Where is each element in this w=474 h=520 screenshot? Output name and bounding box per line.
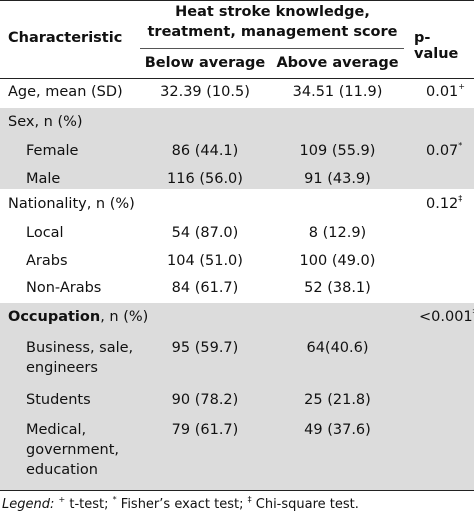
- row-label-occupation: Occupation, n (%): [8, 309, 149, 325]
- row-label-business-line2: engineers: [26, 360, 98, 376]
- legend-text-plus: t-test;: [69, 497, 109, 512]
- row-label-business-line1: Business, sale,: [26, 340, 134, 356]
- row-label: Age, mean (SD): [8, 84, 123, 100]
- cell-nationality-p-value: 0.12‡: [426, 194, 463, 212]
- row-label-male: Male: [26, 171, 61, 187]
- row-label-female: Female: [26, 143, 79, 159]
- table-top-rule: [0, 0, 474, 1]
- table-header: Characteristic Heat stroke knowledge, tr…: [0, 0, 474, 78]
- cell-medical-below: 79 (61.7): [171, 422, 239, 438]
- occupation-group: Occupation, n (%) <0.001‡ Business, sale…: [0, 303, 474, 490]
- row-label-nationality: Nationality, n (%): [8, 196, 135, 212]
- header-p-value: p-value: [414, 30, 459, 62]
- header-group-underline: [140, 48, 404, 49]
- cell-female-p-value: 0.07*: [426, 141, 463, 159]
- cell-students-below: 90 (78.2): [171, 392, 239, 408]
- cell-students-above: 25 (21.8): [304, 392, 371, 408]
- sex-group: Sex, n (%) Female 86 (44.1) 109 (55.9) 0…: [0, 108, 474, 189]
- table-row-age: Age, mean (SD) 32.39 (10.5) 34.51 (11.9)…: [0, 79, 474, 107]
- cell-p-value: 0.01+: [426, 82, 465, 100]
- legend-mark-plus: +: [58, 495, 66, 504]
- table-bottom-rule: [0, 490, 474, 491]
- p-footnote-mark: ‡: [458, 194, 463, 203]
- row-label-students: Students: [26, 392, 91, 408]
- row-label-local: Local: [26, 225, 64, 241]
- cell-business-above: 64(40.6): [306, 340, 369, 356]
- legend-mark-dagger: ‡: [247, 495, 252, 504]
- cell-business-below: 95 (59.7): [171, 340, 239, 356]
- cell-arabs-above: 100 (49.0): [299, 253, 376, 269]
- row-label-medical-line2: government,: [26, 442, 120, 458]
- cell-non-arabs-above: 52 (38.1): [304, 280, 371, 296]
- nationality-group: Nationality, n (%) 0.12‡ Local 54 (87.0)…: [0, 190, 474, 302]
- row-label-arabs: Arabs: [26, 253, 68, 269]
- cell-arabs-below: 104 (51.0): [167, 253, 243, 269]
- header-above-average: Above average: [276, 55, 399, 71]
- p-footnote-mark: *: [458, 141, 463, 150]
- row-label-sex: Sex, n (%): [8, 114, 83, 130]
- cell-non-arabs-below: 84 (61.7): [171, 280, 239, 296]
- cell-local-below: 54 (87.0): [171, 225, 239, 241]
- table-legend: Legend: + t-test; * Fisher’s exact test;…: [2, 495, 359, 512]
- header-group-title-line1: Heat stroke knowledge,: [175, 4, 370, 20]
- cell-above: 34.51 (11.9): [292, 84, 383, 100]
- cell-medical-above: 49 (37.6): [304, 422, 371, 438]
- cell-occupation-p-value: <0.001‡: [419, 307, 474, 325]
- p-footnote-mark: ‡: [473, 307, 474, 316]
- header-bottom-rule: [0, 78, 474, 79]
- p-footnote-mark: +: [458, 82, 465, 91]
- header-below-average: Below average: [144, 55, 266, 71]
- cell-male-below: 116 (56.0): [167, 171, 243, 187]
- cell-below: 32.39 (10.5): [160, 84, 250, 100]
- cell-female-above: 109 (55.9): [299, 143, 376, 159]
- legend-mark-star: *: [112, 495, 117, 504]
- row-label-non-arabs: Non-Arabs: [26, 280, 102, 296]
- row-label-medical-line3: education: [26, 462, 98, 478]
- row-label-medical-line1: Medical,: [26, 422, 87, 438]
- cell-female-below: 86 (44.1): [171, 143, 239, 159]
- cell-male-above: 91 (43.9): [304, 171, 371, 187]
- legend-text-star: Fisher’s exact test;: [120, 497, 244, 512]
- legend-label: Legend:: [2, 497, 55, 512]
- header-group-title-line2: treatment, management score: [147, 24, 398, 40]
- legend-text-dagger: Chi-square test.: [255, 497, 359, 512]
- cell-local-above: 8 (12.9): [308, 225, 367, 241]
- header-characteristic: Characteristic: [8, 30, 123, 46]
